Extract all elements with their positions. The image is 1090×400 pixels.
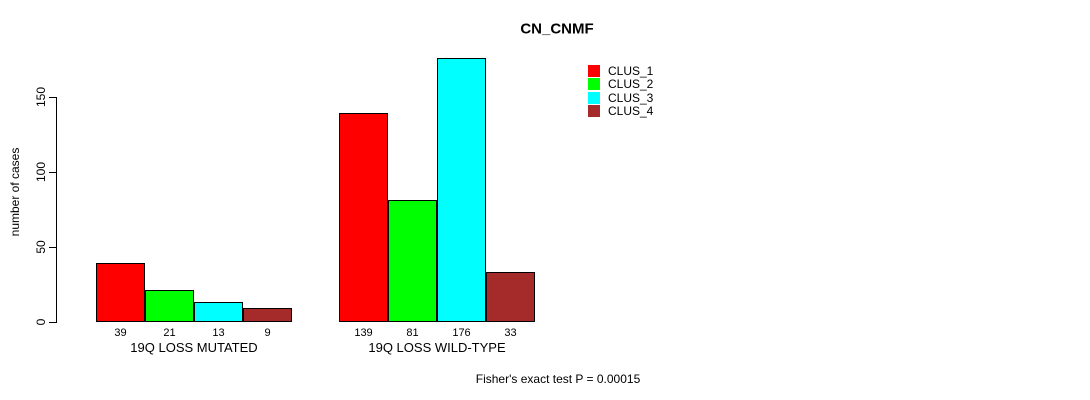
y-axis-tick-label: 0 [34,318,48,326]
bar-CLUS_3-group1 [194,302,243,322]
chart-title: CN_CNMF [520,20,594,38]
y-axis-label: number of cases [8,147,22,237]
bar-value-label: 21 [163,327,176,339]
bar-CLUS_1-group2 [339,113,388,322]
y-axis-tick [49,322,57,323]
bar-value-label: 13 [212,327,225,339]
stat-annotation: Fisher's exact test P = 0.00015 [475,372,641,386]
category-label-group1: 19Q LOSS MUTATED [130,340,258,355]
legend-swatch-CLUS_4 [588,105,600,118]
y-axis-tick-label: 50 [34,240,48,254]
y-axis-tick [49,172,57,173]
legend-label-CLUS_4: CLUS_4 [608,104,654,119]
bar-CLUS_1-group1 [96,263,145,322]
legend-label-CLUS_1: CLUS_1 [608,64,654,78]
bar-CLUS_2-group1 [145,290,194,322]
bar-value-label: 39 [114,327,127,339]
y-axis-line [56,97,57,323]
bar-value-label: 176 [452,327,471,339]
legend-swatch-CLUS_2 [588,78,600,91]
legend-swatch-CLUS_1 [588,65,600,77]
bar-CLUS_2-group2 [388,200,437,322]
bar-value-label: 9 [264,327,271,339]
bar-value-label: 139 [354,327,373,339]
bar-CLUS_3-group2 [437,58,486,322]
legend-label-CLUS_3: CLUS_3 [608,90,654,105]
category-label-group2: 19Q LOSS WILD-TYPE [368,340,506,355]
y-axis-tick-label: 150 [34,86,48,108]
bar-CLUS_4-group1 [243,308,292,322]
bar-CLUS_4-group2 [486,272,535,322]
legend-label-CLUS_2: CLUS_2 [608,77,654,92]
y-axis-tick-label: 100 [34,161,48,183]
bar-value-label: 81 [406,327,419,339]
y-axis-tick [49,97,57,98]
y-axis-tick [49,247,57,248]
bar-value-label: 33 [504,327,517,339]
legend-swatch-CLUS_3 [588,91,600,104]
